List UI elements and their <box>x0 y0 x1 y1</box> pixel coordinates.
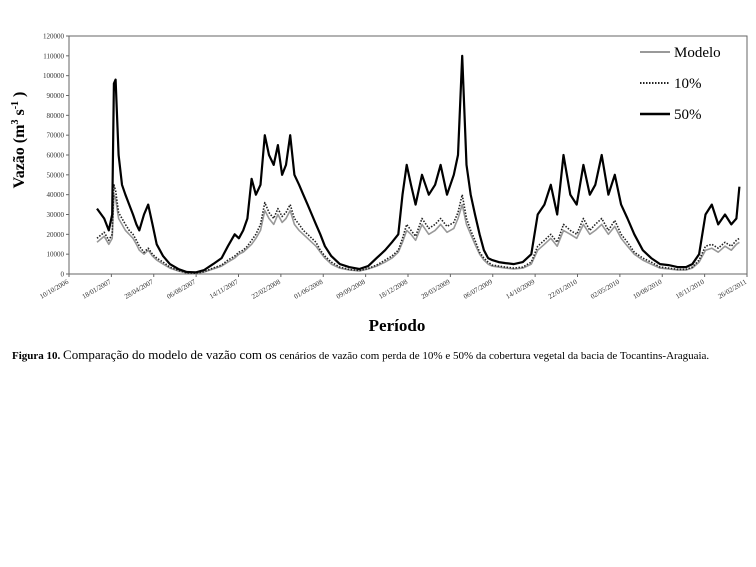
y-axis-title: Vazão (m3 s-1 ) <box>10 92 28 189</box>
y-tick-label: 60000 <box>47 152 65 160</box>
x-tick-label: 22/02/2008 <box>250 278 282 301</box>
x-tick-label: 09/09/2008 <box>335 278 367 301</box>
y-tick-label: 80000 <box>47 112 65 120</box>
y-tick-label: 10000 <box>47 251 65 259</box>
y-tick-label: 100000 <box>43 72 65 80</box>
x-tick-label: 02/05/2010 <box>589 278 621 301</box>
x-tick-label: 26/02/2011 <box>717 278 749 301</box>
x-tick-label: 06/08/2007 <box>166 278 198 301</box>
x-tick-label: 22/01/2010 <box>547 278 579 301</box>
y-tick-label: 50000 <box>47 171 65 179</box>
y-tick-label: 40000 <box>47 191 65 199</box>
chart-area: Vazão (m3 s-1 ) Período 0 10000 20000 30000… <box>10 33 749 336</box>
y-tick-label: 30000 <box>47 211 65 219</box>
x-tick-label: 10/08/2010 <box>632 278 664 301</box>
x-tick-label: 06/07/2009 <box>462 278 494 301</box>
y-tick-label: 20000 <box>47 231 65 239</box>
legend-label-10pct: 10% <box>674 76 702 92</box>
y-tick-label: 0 <box>61 271 65 279</box>
series-line-50pct <box>96 54 741 274</box>
legend-label-50pct: 50% <box>674 107 702 123</box>
x-tick-label: 10/10/2006 <box>38 278 70 301</box>
y-tick-label: 110000 <box>43 52 64 60</box>
x-axis-title: Período <box>369 316 426 335</box>
x-tick-label: 28/03/2009 <box>420 278 452 301</box>
figure-label: Figura 10. <box>12 350 61 362</box>
legend-label-modelo: Modelo <box>674 45 721 61</box>
x-tick-label: 01/06/2008 <box>293 278 325 301</box>
x-tick-label: 14/10/2009 <box>505 278 537 301</box>
plot-frame <box>68 35 748 275</box>
y-tick-label: 90000 <box>47 92 65 100</box>
series-line-10pct <box>96 184 740 275</box>
series-line-modelo <box>96 193 740 275</box>
x-tick-label: 18/12/2008 <box>377 278 409 301</box>
x-tick-label: 28/04/2007 <box>123 278 155 301</box>
caption-lead: Comparação do modelo de vazão com os <box>63 347 277 362</box>
x-tick-label: 18/11/2010 <box>674 278 706 301</box>
flow-chart: Vazão (m3 s-1 ) Período 0 10000 20000 30000… <box>10 33 749 336</box>
x-tick-label: 18/01/2007 <box>81 278 113 301</box>
x-tick-label: 14/11/2007 <box>208 278 240 301</box>
caption-text: cenários de vazão com perda de 10% e 50%… <box>279 350 710 362</box>
figure-caption: Figura 10. Comparação do modelo de vazão… <box>12 347 750 364</box>
y-tick-label: 70000 <box>47 132 65 140</box>
y-tick-label: 120000 <box>43 33 65 41</box>
